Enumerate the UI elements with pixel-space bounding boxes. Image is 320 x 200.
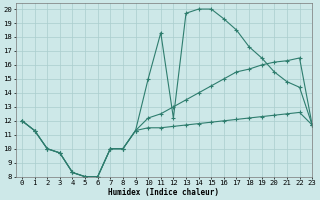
X-axis label: Humidex (Indice chaleur): Humidex (Indice chaleur) (108, 188, 220, 197)
